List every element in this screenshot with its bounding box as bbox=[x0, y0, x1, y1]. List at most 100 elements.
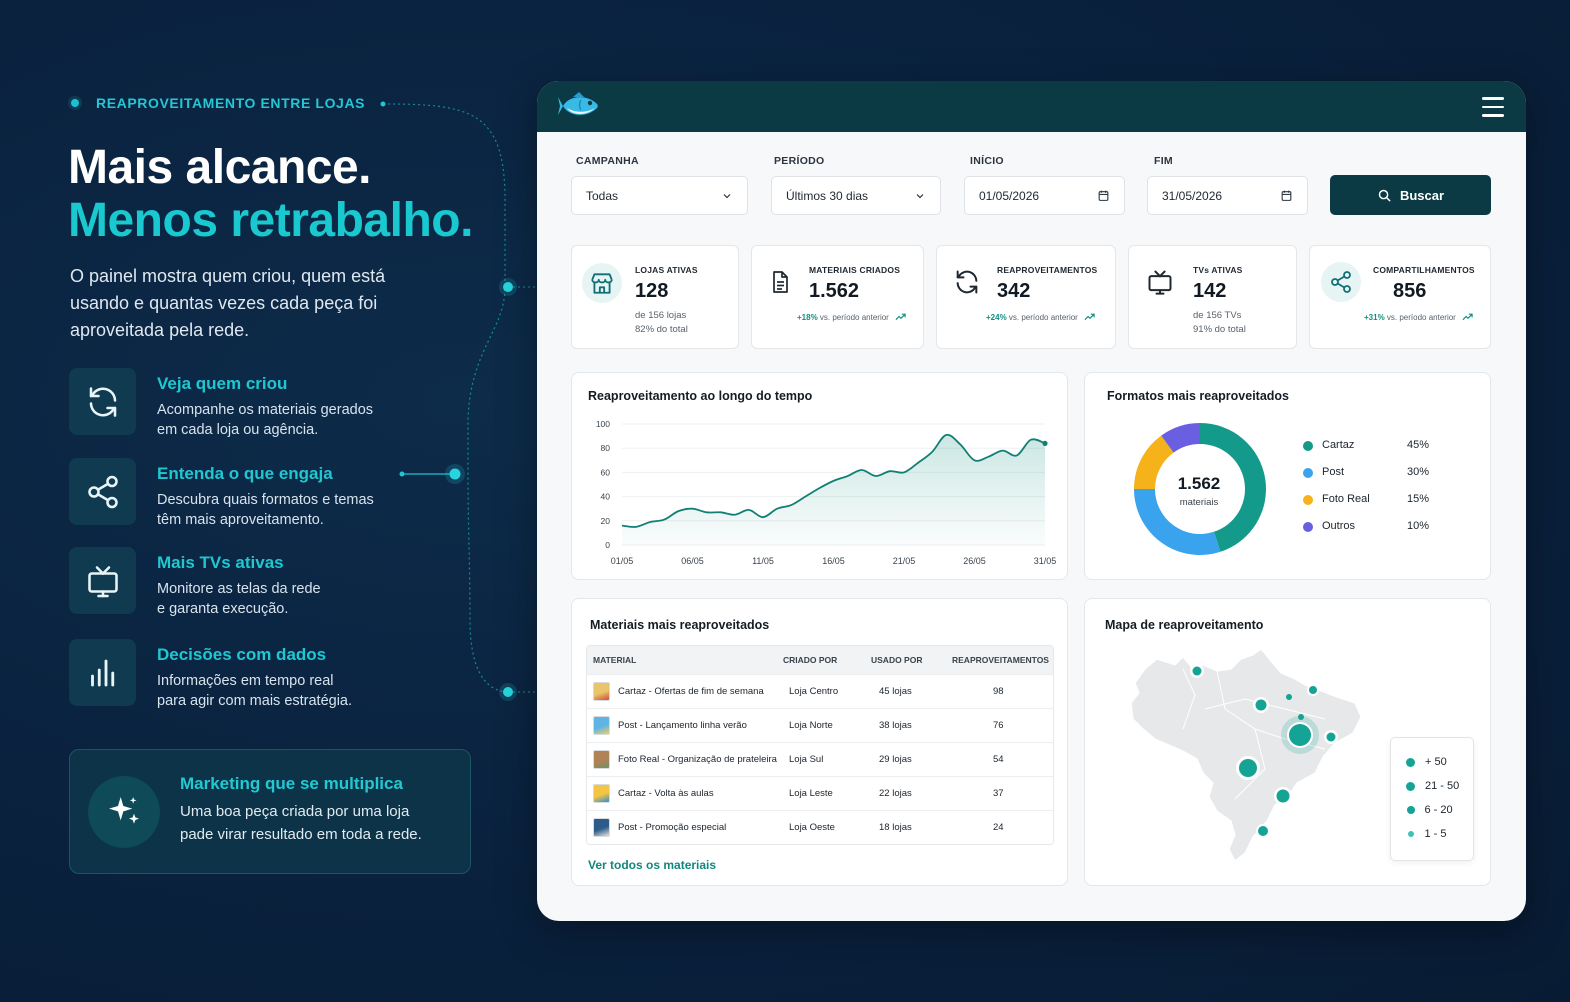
line-chart-title: Reaproveitamento ao longo do tempo bbox=[588, 389, 813, 403]
cell-material: Post - Promoção especial bbox=[593, 811, 726, 844]
cell-criado-por: Loja Norte bbox=[789, 720, 833, 731]
cell-material: Foto Real - Organização de prateleira bbox=[593, 743, 777, 776]
trend-up-icon bbox=[895, 313, 906, 321]
map-marker[interactable] bbox=[1286, 694, 1292, 700]
x-tick-label: 26/05 bbox=[963, 556, 986, 566]
legend-name: Outros bbox=[1322, 520, 1356, 532]
table-row[interactable]: Post - Lançamento linha verão Loja Norte 3… bbox=[587, 708, 1053, 742]
feature-title: Mais TVs ativas bbox=[157, 553, 284, 572]
donut-center-label: materiais bbox=[1179, 497, 1219, 508]
donut-center-value: 1.562 bbox=[1177, 474, 1221, 493]
dashboard-window: CAMPANHA Todas PERÍODO Últimos 30 dias I… bbox=[537, 81, 1526, 921]
chevron-down-icon bbox=[723, 194, 731, 199]
donut-slice[interactable] bbox=[1134, 489, 1221, 555]
calendar-icon[interactable] bbox=[1097, 189, 1110, 202]
table-row[interactable]: Post - Promoção especial Loja Oeste 18 loj… bbox=[587, 810, 1053, 844]
cell-usado-por: 38 lojas bbox=[879, 720, 912, 731]
buscar-button[interactable]: Buscar bbox=[1330, 175, 1491, 215]
material-thumbnail bbox=[593, 784, 610, 803]
x-tick-label: 31/05 bbox=[1034, 556, 1057, 566]
marketing-desc: Uma boa peça criada por uma loja pade vir… bbox=[180, 803, 422, 843]
map-legend: + 50 21 - 50 6 - 20 1 - 5 bbox=[1390, 737, 1474, 861]
campanha-value: Todas bbox=[586, 188, 619, 203]
cell-usado-por: 29 lojas bbox=[879, 754, 912, 765]
table-row[interactable]: Cartaz - Volta às aulas Loja Leste 22 loja… bbox=[587, 776, 1053, 810]
donut-legend-item: Outros 10% bbox=[1303, 520, 1443, 534]
filter-label-inicio: INÍCIO bbox=[970, 155, 1004, 167]
fish-logo-icon[interactable] bbox=[557, 91, 601, 126]
kpi-trend: +18% vs. período anterior bbox=[797, 312, 906, 322]
area-fill bbox=[622, 434, 1045, 545]
map-marker bbox=[1276, 789, 1290, 803]
hamburger-menu-icon[interactable] bbox=[1482, 97, 1504, 117]
donut-slice[interactable] bbox=[1161, 423, 1200, 453]
donut-slice[interactable] bbox=[1134, 435, 1174, 489]
feature-desc: Descubra quais formatos e temas têm mais … bbox=[157, 492, 374, 528]
map-marker bbox=[1239, 759, 1257, 777]
kpi-sub: de 156 TVs 91% do total bbox=[1193, 310, 1246, 335]
refresh-icon bbox=[69, 368, 136, 435]
y-tick-label: 20 bbox=[601, 516, 611, 526]
filter-label-fim: FIM bbox=[1154, 155, 1173, 167]
intro-text: O painel mostra quem criou, quem está us… bbox=[70, 266, 386, 340]
map-marker bbox=[1192, 666, 1202, 676]
map-marker bbox=[1289, 724, 1311, 746]
map-marker bbox=[1326, 732, 1336, 742]
legend-name: Cartaz bbox=[1322, 439, 1355, 451]
materials-table: MATERIAL CRIADO POR USADO POR REAPROVEIT… bbox=[586, 645, 1054, 845]
share-icon bbox=[69, 458, 136, 525]
y-tick-label: 80 bbox=[601, 443, 611, 453]
cell-usado-por: 22 lojas bbox=[879, 788, 912, 799]
donut-chart-card: Formatos mais reaproveitados 1.562 mater… bbox=[1084, 372, 1491, 580]
table-row[interactable]: Cartaz - Ofertas de fim de semana Loja Ce… bbox=[587, 674, 1053, 708]
kpi-value: 128 bbox=[635, 280, 669, 302]
inicio-value: 01/05/2026 bbox=[979, 188, 1040, 203]
cell-reaproveitamentos: 76 bbox=[993, 720, 1004, 731]
y-tick-label: 40 bbox=[601, 492, 611, 502]
filter-label-periodo: PERÍODO bbox=[774, 155, 825, 167]
legend-pct: 15% bbox=[1407, 493, 1430, 505]
buscar-label: Buscar bbox=[1399, 187, 1445, 203]
eyebrow-dot-icon bbox=[68, 96, 82, 110]
see-all-link[interactable]: Ver todos os materiais bbox=[588, 858, 717, 872]
kpi-label: LOJAS ATIVAS bbox=[635, 265, 698, 275]
feature-veja-quem-criou: Veja quem criou Acompanhe os materiais g… bbox=[69, 368, 469, 438]
feature-title: Decisões com dados bbox=[157, 645, 327, 664]
legend-swatch bbox=[1303, 468, 1313, 478]
table-header: MATERIAL CRIADO POR USADO POR REAPROVEIT… bbox=[587, 646, 1053, 674]
col-usado-por: USADO POR bbox=[871, 655, 923, 665]
map-marker[interactable] bbox=[1298, 714, 1304, 720]
map-marker bbox=[1309, 686, 1317, 694]
legend-swatch bbox=[1303, 441, 1313, 451]
donut-slice[interactable] bbox=[1200, 423, 1266, 552]
fim-date-input[interactable]: 31/05/2026 bbox=[1147, 176, 1308, 215]
marketing-callout: Marketing que se multiplica Uma boa peça… bbox=[69, 749, 471, 874]
legend-item: 6 - 20 bbox=[1406, 804, 1453, 816]
feature-mais-tvs-ativas: Mais TVs ativas Monitore as telas da red… bbox=[69, 547, 469, 617]
store-icon bbox=[582, 263, 622, 303]
table-row[interactable]: Foto Real - Organização de prateleira Loj… bbox=[587, 742, 1053, 776]
sparkle-icon bbox=[88, 776, 160, 848]
x-tick-label: 01/05 bbox=[611, 556, 634, 566]
cell-usado-por: 45 lojas bbox=[879, 686, 912, 697]
map-card: Mapa de reaproveitamento + 50 21 - 50 6 … bbox=[1084, 598, 1491, 886]
feature-title: Veja quem criou bbox=[157, 374, 288, 393]
donut-legend-item: Post 30% bbox=[1303, 466, 1443, 480]
donut-chart-title: Formatos mais reaproveitados bbox=[1107, 389, 1290, 403]
search-icon bbox=[1378, 189, 1391, 202]
y-tick-label: 60 bbox=[601, 467, 611, 477]
top-bar bbox=[537, 81, 1526, 132]
inicio-date-input[interactable]: 01/05/2026 bbox=[964, 176, 1125, 215]
periodo-select[interactable]: Últimos 30 dias bbox=[771, 176, 941, 215]
bar-chart-icon bbox=[69, 639, 136, 706]
material-thumbnail bbox=[593, 716, 610, 735]
legend-swatch bbox=[1303, 522, 1313, 532]
calendar-icon[interactable] bbox=[1280, 189, 1293, 202]
campanha-select[interactable]: Todas bbox=[571, 176, 748, 215]
material-thumbnail bbox=[593, 750, 610, 769]
kpi-reaproveitamentos: REAPROVEITAMENTOS 342 +24% vs. período a… bbox=[936, 245, 1116, 349]
marketing-title: Marketing que se multiplica bbox=[180, 774, 403, 793]
legend-swatch bbox=[1303, 495, 1313, 505]
col-criado-por: CRIADO POR bbox=[783, 655, 838, 665]
kpi-label: REAPROVEITAMENTOS bbox=[997, 265, 1098, 275]
